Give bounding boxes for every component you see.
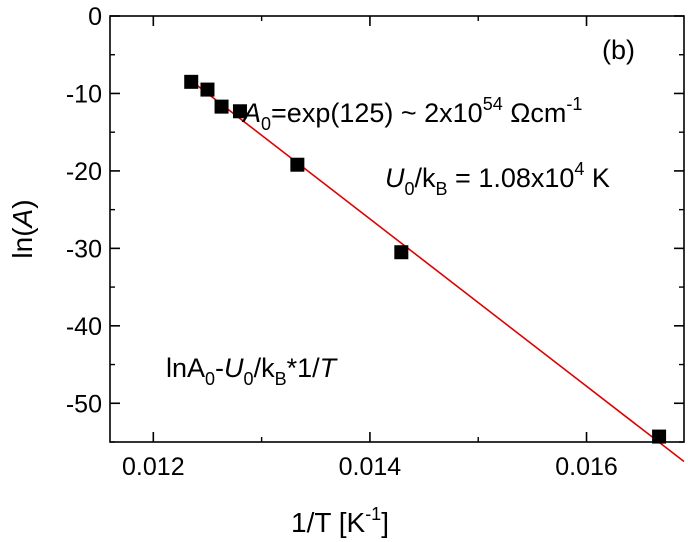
annotation-u0-exp: 4 xyxy=(574,159,584,179)
y-tick-label: -50 xyxy=(66,390,102,418)
x-axis-title-text: 1/T [K xyxy=(291,507,366,538)
x-tick-label: 0.016 xyxy=(555,453,618,481)
annotation-a0-exp: 54 xyxy=(483,94,503,114)
data-point xyxy=(394,245,409,260)
annotation-u0-var: U xyxy=(385,163,405,193)
annotation-a0-eq: =exp(125) ~ 2x10 xyxy=(271,98,483,128)
annotation-u0-sub2: B xyxy=(436,179,448,199)
formula-var2: T xyxy=(320,353,339,383)
y-axis-title-prefix: ln( xyxy=(7,227,38,259)
formula-mid: *1/ xyxy=(287,353,321,383)
x-tick-label: 0.014 xyxy=(339,453,402,481)
annotation-a0: A0=exp(125) ~ 2x1054 Ωcm-1 xyxy=(241,94,582,134)
annotation-a0-unit-exp: -1 xyxy=(566,94,582,114)
annotation-a0-unit: Ωcm xyxy=(503,98,567,128)
annotation-u0-slash: /k xyxy=(415,163,437,193)
plot-frame xyxy=(109,15,685,443)
annotation-u0-unit: K xyxy=(584,163,610,193)
fit-layer xyxy=(190,80,685,463)
annotation-formula: lnA0-U0/kB*1/T xyxy=(166,353,339,389)
y-axis-title: ln(A) xyxy=(7,199,38,258)
data-point xyxy=(652,429,667,444)
data-point xyxy=(200,82,215,97)
annotation-a0-var: A xyxy=(241,98,261,128)
annotation-a0-sub: 0 xyxy=(261,114,271,134)
formula-pre: lnA xyxy=(166,353,205,383)
fit-line xyxy=(190,80,685,463)
y-tick-label: -10 xyxy=(66,80,102,108)
y-tick-label: -40 xyxy=(66,313,102,341)
formula-sub3: B xyxy=(275,369,287,389)
y-tick-label: -30 xyxy=(66,235,102,263)
data-point xyxy=(232,104,247,119)
formula-sub2: 0 xyxy=(244,369,254,389)
points-layer xyxy=(184,74,667,444)
annotation-u0-sub: 0 xyxy=(405,179,415,199)
x-axis-title-sup: -1 xyxy=(365,504,381,524)
y-tick-label: -20 xyxy=(66,158,102,186)
panel-label: (b) xyxy=(602,35,635,65)
annotation-u0: U0/kB = 1.08x104 K xyxy=(385,159,610,199)
annotation-u0-eq: = 1.08x10 xyxy=(448,163,575,193)
x-tick-label: 0.012 xyxy=(122,453,185,481)
y-tick-label: 0 xyxy=(88,3,102,31)
x-axis-title: 1/T [K-1] xyxy=(291,504,389,538)
y-axis-title-suffix: ) xyxy=(7,199,38,208)
data-point xyxy=(290,157,305,172)
formula-dash: - xyxy=(215,353,224,383)
formula-slash: /k xyxy=(254,353,276,383)
data-point xyxy=(184,74,199,89)
data-point xyxy=(214,99,229,114)
x-axis-title-close: ] xyxy=(381,507,389,538)
formula-var: U xyxy=(224,353,244,383)
y-axis-title-var: A xyxy=(7,209,38,230)
formula-sub: 0 xyxy=(205,369,215,389)
